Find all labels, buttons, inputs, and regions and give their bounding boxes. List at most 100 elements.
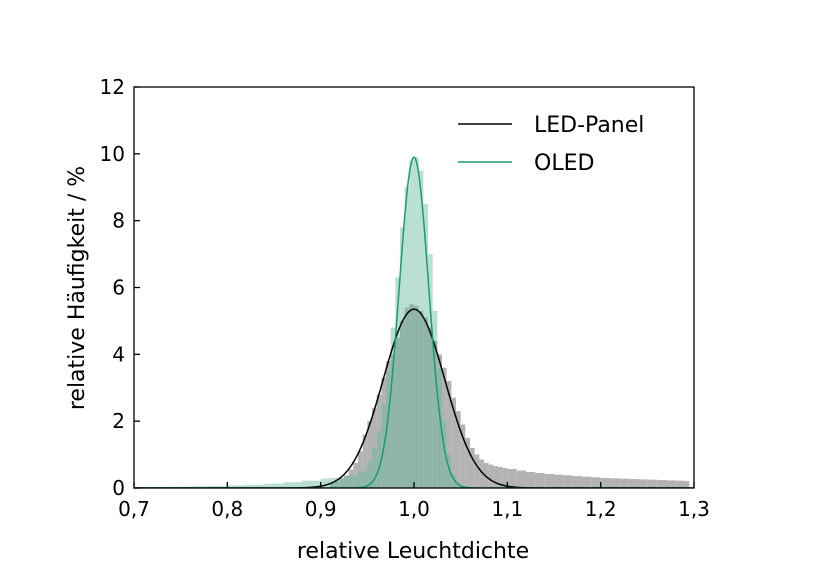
histogram-bar bbox=[493, 465, 498, 488]
y-tick-label: 8 bbox=[112, 209, 125, 233]
histogram-bar bbox=[456, 482, 461, 488]
histogram-bar bbox=[479, 459, 484, 488]
histogram-bar bbox=[386, 371, 391, 488]
y-tick-label: 2 bbox=[112, 409, 125, 433]
histogram-bar bbox=[362, 434, 368, 488]
histogram-bar bbox=[516, 470, 526, 488]
histogram-bar bbox=[339, 476, 349, 488]
histogram-bar bbox=[470, 447, 475, 488]
histogram-bar bbox=[390, 327, 396, 488]
histogram-bar bbox=[591, 477, 601, 488]
histogram-bar bbox=[414, 157, 419, 488]
histogram-bar bbox=[498, 466, 503, 488]
histogram-bar bbox=[330, 477, 340, 488]
histogram-bar bbox=[684, 480, 690, 488]
histogram-bar bbox=[600, 477, 610, 488]
y-tick-label: 10 bbox=[100, 142, 125, 166]
histogram-bar bbox=[638, 479, 648, 488]
histogram-bar bbox=[381, 377, 386, 488]
histogram-bar bbox=[428, 327, 433, 488]
histogram-bar bbox=[582, 476, 592, 488]
histogram-bar bbox=[451, 397, 456, 488]
histogram-bar bbox=[348, 469, 354, 488]
histogram-bar bbox=[554, 474, 564, 488]
histogram-bar bbox=[432, 340, 438, 488]
histogram-bar bbox=[334, 481, 340, 488]
histogram-bar bbox=[484, 462, 489, 488]
histogram-bar bbox=[400, 320, 405, 488]
histogram-bar bbox=[395, 337, 400, 488]
histogram-bar bbox=[227, 485, 246, 488]
legend: LED-Panel OLED bbox=[458, 113, 644, 176]
x-tick-label: 1,2 bbox=[585, 497, 617, 521]
histogram-bar bbox=[502, 467, 508, 488]
histogram-bar bbox=[414, 305, 419, 488]
histogram-bar bbox=[372, 447, 377, 488]
histogram-bar bbox=[488, 464, 494, 488]
histogram-bar bbox=[507, 468, 517, 488]
histogram-bar bbox=[390, 354, 396, 488]
histogram-bar bbox=[563, 475, 573, 488]
y-axis-title: relative Häufigkeit / % bbox=[65, 166, 90, 410]
histogram-bar bbox=[264, 483, 284, 488]
histogram-bar bbox=[460, 424, 466, 488]
histogram-bar bbox=[535, 472, 545, 488]
histogram-bar bbox=[367, 421, 372, 488]
x-tick-label: 1,0 bbox=[398, 497, 430, 521]
histogram-bar bbox=[446, 454, 452, 488]
histogram-bar bbox=[409, 160, 414, 488]
histogram-bar bbox=[409, 304, 414, 488]
histogram-bar bbox=[320, 478, 330, 488]
histogram-bar bbox=[302, 480, 321, 488]
histogram-bar bbox=[675, 480, 685, 488]
histogram-bar bbox=[353, 462, 358, 488]
histogram-bar bbox=[451, 474, 456, 488]
histogram-bar bbox=[610, 478, 620, 488]
histogram-bar bbox=[358, 451, 363, 488]
histogram-bar bbox=[442, 421, 447, 488]
axes: 0,7 0,8 0,9 1,0 1,1 1,2 1,3 0 2 4 6 8 10 12 bbox=[100, 75, 710, 521]
histogram-bar bbox=[474, 454, 480, 488]
histogram-bar bbox=[208, 485, 228, 488]
x-tick-label: 0,9 bbox=[305, 497, 337, 521]
y-tick-label: 4 bbox=[112, 342, 125, 366]
histogram-bar bbox=[423, 317, 428, 488]
histogram-bar bbox=[423, 203, 428, 488]
histogram-bar bbox=[376, 394, 382, 488]
histogram-bar bbox=[283, 482, 302, 488]
histogram-bar bbox=[526, 471, 536, 488]
histogram-bar bbox=[358, 471, 368, 488]
histogram-bar bbox=[456, 411, 461, 488]
histogram-bar bbox=[400, 227, 405, 488]
histogram-bar bbox=[339, 478, 344, 488]
histogram-bar bbox=[432, 310, 438, 488]
histogram-bar bbox=[372, 407, 377, 488]
histogram-bar bbox=[404, 307, 410, 488]
x-tick-label: 1,3 bbox=[678, 497, 710, 521]
histogram-bar bbox=[428, 254, 433, 488]
histogram-bar bbox=[376, 431, 382, 488]
histogram-bar bbox=[386, 361, 391, 488]
histogram-bar bbox=[647, 479, 657, 488]
y-tick-label: 12 bbox=[100, 75, 125, 99]
histogram-bar bbox=[656, 479, 666, 488]
histogram-bar bbox=[395, 277, 400, 488]
series-led-panel-fit-line bbox=[134, 308, 694, 488]
y-tick-label: 6 bbox=[112, 276, 125, 300]
y-tick-label: 0 bbox=[112, 476, 125, 500]
histogram-bar bbox=[246, 484, 265, 488]
x-tick-label: 0,7 bbox=[118, 497, 150, 521]
x-tick-label: 1,1 bbox=[491, 497, 523, 521]
histogram-bar bbox=[404, 187, 410, 488]
histogram-bar bbox=[628, 478, 638, 488]
histogram-bar bbox=[418, 170, 424, 488]
histogram-bar bbox=[367, 461, 372, 488]
histogram-bar bbox=[437, 367, 442, 488]
histogram-bar bbox=[572, 475, 582, 488]
histogram-bar bbox=[190, 486, 209, 488]
series-oled-histogram bbox=[134, 157, 466, 488]
histogram-bar bbox=[344, 475, 349, 488]
histogram-bar bbox=[465, 437, 470, 488]
histogram-bar bbox=[418, 310, 424, 488]
